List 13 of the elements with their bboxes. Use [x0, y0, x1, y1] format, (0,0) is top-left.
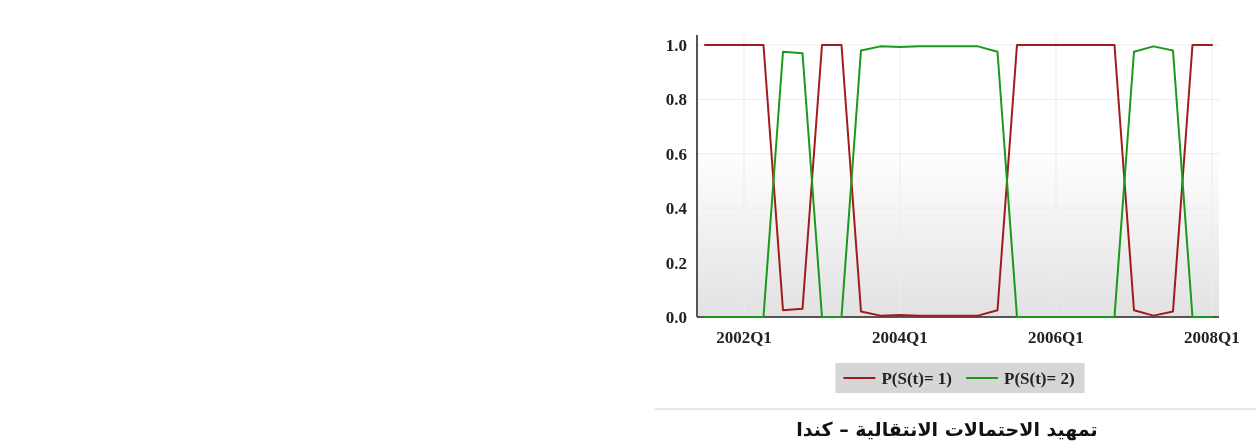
y-tick-label: 1.0: [665, 36, 687, 55]
x-tick-label: 2002Q1: [716, 328, 772, 347]
y-tick-label: 0.8: [665, 90, 687, 110]
y-tick-label: 0.0: [665, 308, 687, 327]
y-tick-label: 0.4: [665, 199, 688, 219]
legend-label: P(S(t)= 1): [881, 369, 952, 388]
text: تمهيد الاحتمالات الانتقالية – كندا: [796, 418, 1098, 441]
y-tick-label: 0.6: [665, 144, 687, 164]
legend-label: P(S(t)= 2): [1004, 369, 1075, 388]
x-tick-label: 2006Q1: [1028, 328, 1084, 347]
x-tick-label: 2004Q1: [872, 328, 928, 347]
y-tick-label: 0.2: [665, 253, 687, 273]
x-tick-label: 2008Q1: [1184, 328, 1240, 347]
